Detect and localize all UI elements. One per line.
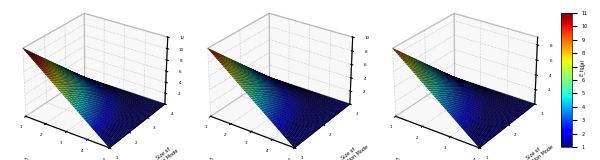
Y-axis label: Size of
Style Mode: Size of Style Mode xyxy=(152,143,180,160)
Y-axis label: Size of
Repetition Mode: Size of Repetition Mode xyxy=(332,140,370,160)
X-axis label: Size of Actors Mode: Size of Actors Mode xyxy=(208,157,255,160)
X-axis label: Size of Style Mode: Size of Style Mode xyxy=(394,158,439,160)
X-axis label: Size of Actors Mode: Size of Actors Mode xyxy=(23,157,70,160)
Y-axis label: Size of
Repetition Mode: Size of Repetition Mode xyxy=(517,140,554,160)
